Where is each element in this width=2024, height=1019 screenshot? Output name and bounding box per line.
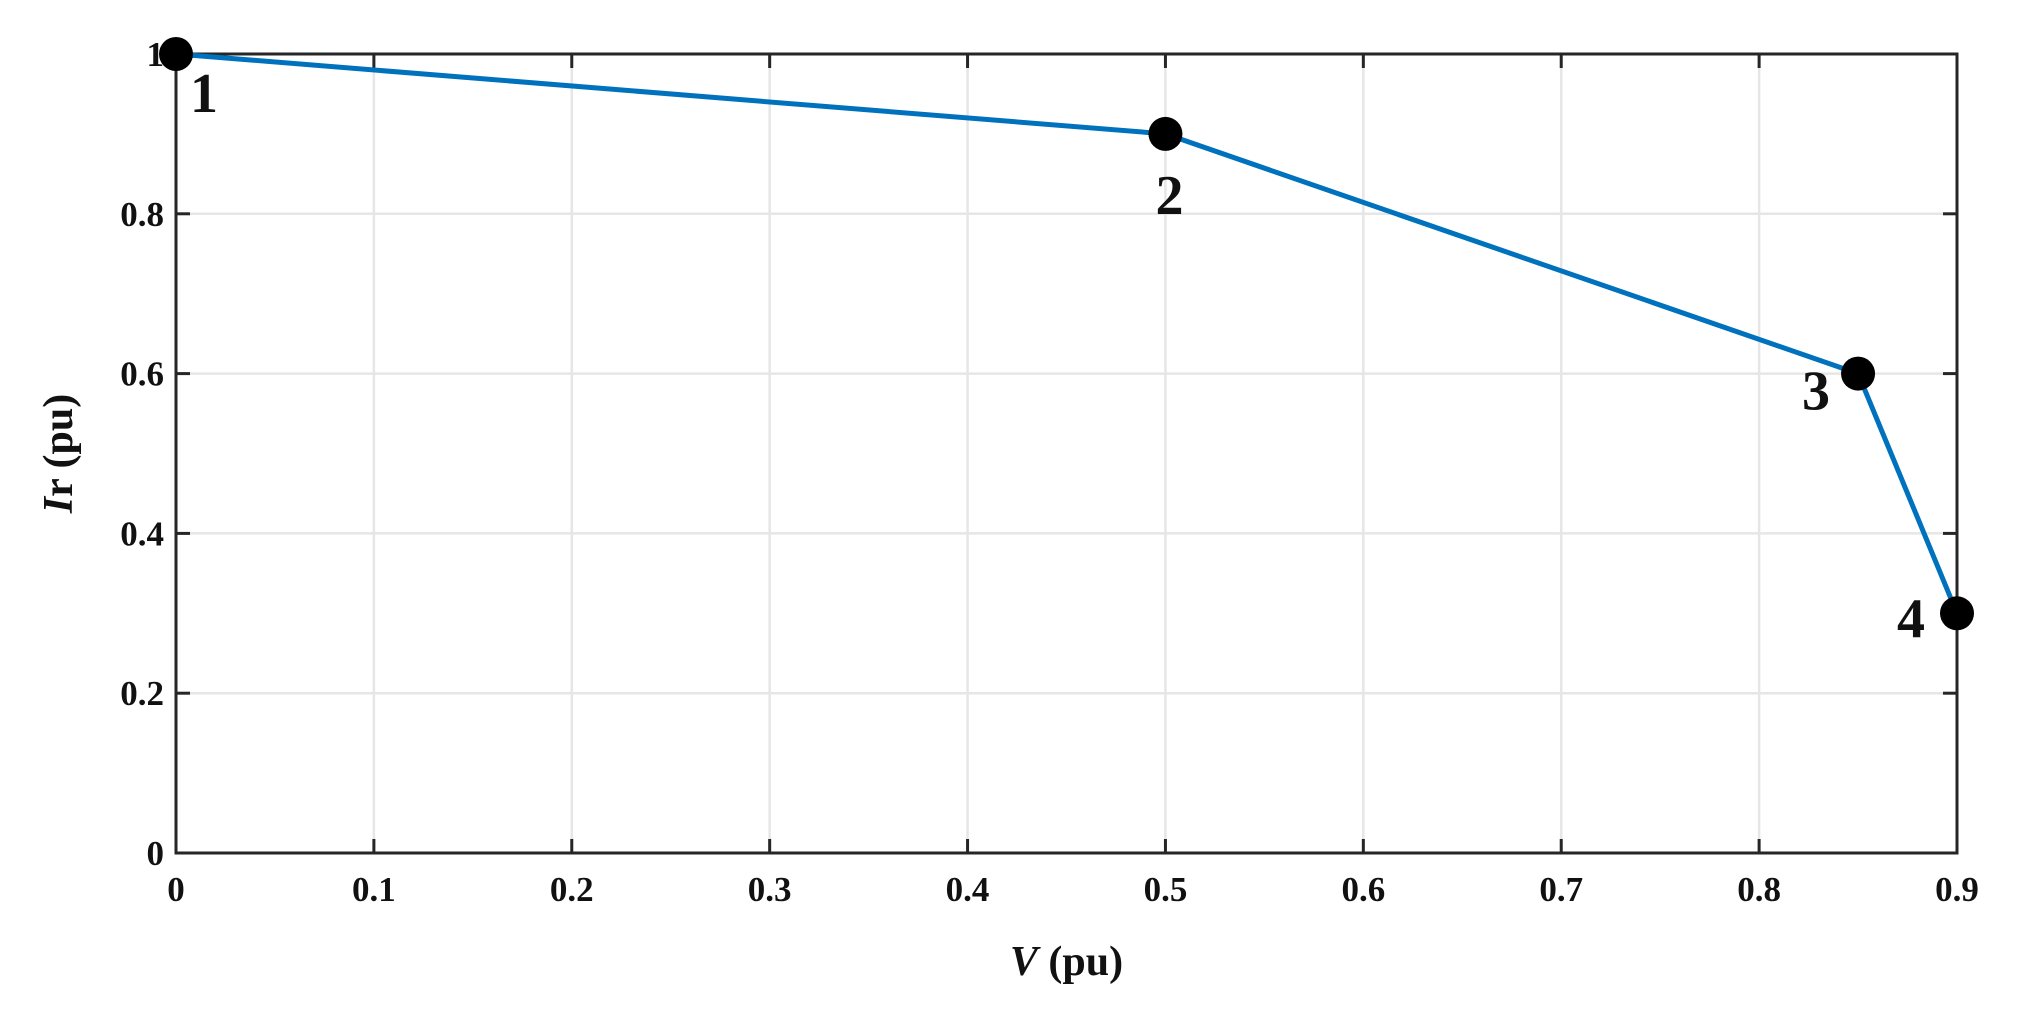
x-tick-label: 0.2 xyxy=(550,870,594,909)
x-tick-label: 0.1 xyxy=(352,870,396,909)
y-axis-title-variable: I xyxy=(36,495,82,514)
x-tick-label: 0.5 xyxy=(1144,870,1188,909)
y-tick-label: 0.6 xyxy=(120,355,164,394)
y-tick-label: 0.2 xyxy=(120,674,164,713)
x-tick-label: 0.9 xyxy=(1935,870,1979,909)
x-tick-labels: 0 0.1 0.2 0.3 0.4 0.5 0.6 0.7 0.8 0.9 xyxy=(167,870,1979,909)
y-tick-label: 1 xyxy=(147,35,165,74)
x-tick-label: 0.7 xyxy=(1539,870,1583,909)
point-label: 2 xyxy=(1155,165,1183,227)
x-axis-title-unit: (pu) xyxy=(1038,939,1123,985)
x-tick-label: 0.3 xyxy=(748,870,792,909)
series-line xyxy=(173,51,1960,616)
point-labels: 1 2 3 4 xyxy=(190,63,1925,650)
data-point-marker xyxy=(1148,116,1183,151)
x-axis-title: V (pu) xyxy=(1010,939,1123,985)
point-label: 4 xyxy=(1897,588,1925,650)
tick-marks xyxy=(174,52,1959,855)
x-axis-title-variable: V xyxy=(1010,939,1041,985)
plot-area-frame xyxy=(174,52,1959,855)
x-tick-label: 0.6 xyxy=(1341,870,1385,909)
data-point-marker xyxy=(1841,356,1876,391)
x-tick-label: 0 xyxy=(167,870,185,909)
x-tick-label: 0.4 xyxy=(946,870,990,909)
point-label: 1 xyxy=(190,63,218,125)
point-label: 3 xyxy=(1802,361,1830,423)
y-axis-title-unit: r (pu) xyxy=(36,394,82,497)
data-point-marker xyxy=(1940,596,1974,631)
y-axis-title: Ir (pu) xyxy=(36,394,82,514)
y-tick-label: 0.4 xyxy=(120,514,164,553)
data-points xyxy=(159,37,1974,631)
y-tick-label: 0.8 xyxy=(120,195,164,234)
y-tick-labels: 0 0.2 0.4 0.6 0.8 1 xyxy=(120,35,164,873)
x-tick-label: 0.8 xyxy=(1737,870,1781,909)
y-tick-label: 0 xyxy=(147,834,165,873)
data-point-marker xyxy=(159,37,193,71)
series xyxy=(173,51,1960,616)
grid xyxy=(176,54,1957,853)
